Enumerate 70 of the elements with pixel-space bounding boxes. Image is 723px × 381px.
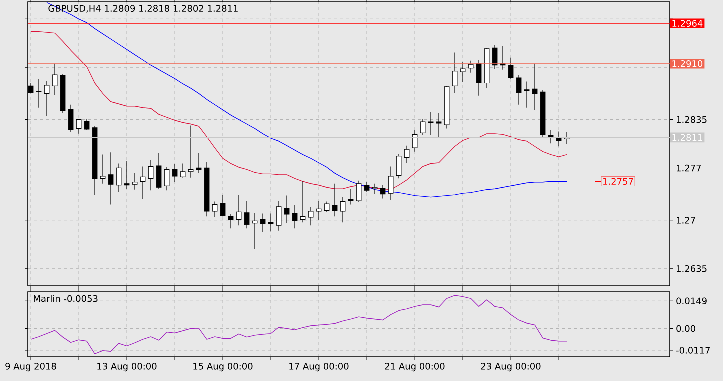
candlestick	[44, 80, 50, 116]
candlestick	[220, 194, 226, 217]
candlestick	[436, 112, 442, 138]
candlestick	[460, 62, 466, 83]
x-tick-label: 13 Aug 00:00	[98, 363, 157, 372]
ref-line-label: 1.2964	[672, 20, 703, 28]
candlestick	[148, 160, 154, 191]
y-tick-label: 1.277	[677, 164, 702, 172]
x-tick-label: 15 Aug 00:00	[194, 363, 253, 372]
candlestick	[236, 194, 242, 226]
candlestick	[404, 146, 410, 164]
candlestick	[508, 58, 514, 80]
text: 1.2757	[603, 178, 634, 186]
candlestick	[36, 79, 42, 108]
y-tick-label: 1.2635	[677, 265, 707, 272]
candlestick	[308, 206, 314, 226]
candlestick	[188, 125, 194, 178]
candlestick	[180, 163, 186, 178]
candlestick	[340, 197, 346, 223]
candlestick	[76, 118, 82, 134]
candlestick	[260, 213, 266, 233]
x-tick-label: 9 Aug 2018	[6, 363, 56, 372]
candlestick	[556, 131, 562, 147]
candlestick	[244, 200, 250, 229]
candlestick	[284, 196, 290, 224]
y-tick-label: -0.0117	[676, 347, 710, 354]
candlestick	[396, 154, 402, 179]
ref-line-label: 1.2910	[672, 60, 703, 68]
y-tick-label: 1.2835	[677, 116, 707, 124]
candlestick	[100, 154, 106, 184]
candlestick	[292, 205, 298, 229]
x-tick-label: 17 Aug 00:00	[290, 363, 349, 372]
candlestick	[124, 161, 130, 190]
candlestick	[268, 213, 274, 232]
candlestick	[388, 166, 394, 201]
candlestick	[332, 184, 338, 217]
candlestick	[108, 152, 114, 206]
y-tick-label: 1.27	[677, 217, 696, 224]
candlestick	[324, 201, 330, 213]
x-tick-label: 23 Aug 00:00	[481, 363, 541, 372]
candlestick	[380, 185, 386, 200]
candlestick	[68, 104, 74, 133]
candlestick	[300, 181, 306, 223]
chart-title: Marlin -0.0053	[34, 295, 98, 302]
candlestick	[228, 214, 234, 229]
candlestick	[532, 64, 538, 110]
candlestick	[356, 180, 362, 203]
x-tick-label: 21 Aug 00:00	[385, 363, 445, 372]
candlestick	[452, 52, 458, 94]
candlestick	[516, 74, 522, 106]
candlestick	[476, 60, 482, 96]
candlestick	[196, 153, 202, 174]
candlestick	[212, 201, 218, 218]
candlestick	[156, 153, 162, 190]
candlestick	[372, 184, 378, 195]
candlestick	[420, 118, 426, 136]
candlestick	[316, 200, 322, 221]
y-tick-label: 0.00	[676, 325, 696, 332]
candlestick	[52, 64, 58, 96]
candlestick	[364, 182, 370, 192]
candlestick	[428, 112, 434, 136]
candlestick	[348, 188, 354, 206]
y-tick-label: 0.0149	[676, 298, 707, 304]
candlestick	[524, 81, 530, 108]
candlestick	[276, 200, 282, 232]
candlestick	[164, 167, 170, 191]
candlestick	[116, 163, 122, 192]
candlestick	[140, 166, 146, 200]
candlestick	[412, 130, 418, 152]
candlestick	[132, 173, 138, 190]
